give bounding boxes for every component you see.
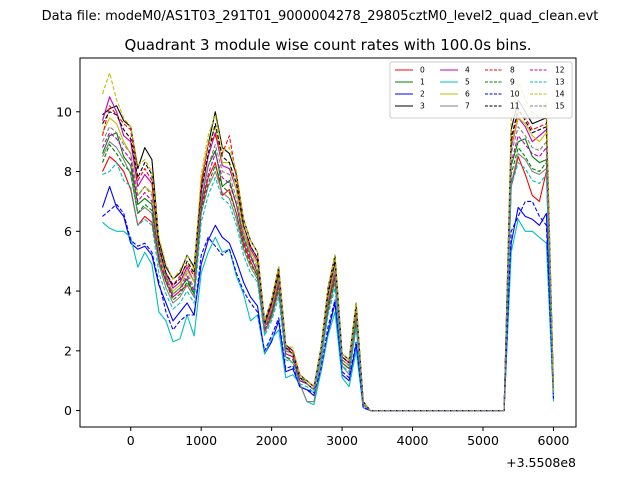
x-tick-label: 6000: [538, 433, 570, 448]
y-tick-label: 0: [64, 403, 72, 418]
y-tick-label: 10: [56, 104, 72, 119]
legend-label-9: 9: [510, 78, 515, 87]
series-line-14: [101, 72, 555, 412]
x-tick-label: 3000: [326, 433, 358, 448]
series-line-12: [102, 132, 555, 412]
x-tick-label: 1000: [185, 433, 217, 448]
legend-label-11: 11: [510, 102, 520, 111]
series-line-7: [102, 141, 555, 412]
legend-label-8: 8: [510, 66, 515, 75]
x-offset-label: +3.5508e8: [506, 455, 576, 470]
legend-label-4: 4: [465, 66, 470, 75]
x-tick-label: 5000: [467, 433, 499, 448]
legend-label-12: 12: [555, 66, 565, 75]
series-line-4: [101, 96, 555, 412]
x-tick-label: 4000: [397, 433, 429, 448]
x-tick-label: 2000: [256, 433, 288, 448]
legend-label-5: 5: [465, 78, 470, 87]
series-line-11: [102, 108, 555, 412]
series-line-8: [101, 105, 555, 412]
y-tick-label: 8: [64, 164, 72, 179]
legend-label-14: 14: [555, 90, 565, 99]
legend-label-13: 13: [555, 78, 565, 87]
series-line-15: [102, 126, 555, 412]
series-layer: [101, 72, 555, 412]
plot-frame: [79, 57, 577, 428]
legend-label-7: 7: [465, 102, 470, 111]
series-line-9: [101, 144, 555, 412]
axis-layer: 0 1000 2000 3000 4000 5000 6000 0 2 4 6 8 10: [56, 104, 569, 448]
y-tick-label: 6: [64, 224, 72, 239]
legend-label-3: 3: [420, 102, 425, 111]
legend-label-2: 2: [420, 90, 425, 99]
y-tick-label: 4: [64, 284, 72, 299]
series-line-6: [102, 117, 555, 412]
x-tick-label: 0: [127, 433, 135, 448]
legend-label-6: 6: [465, 90, 470, 99]
legend-label-10: 10: [510, 90, 520, 99]
chart-suptitle: Data file: modeM0/AS1T03_291T01_90000042…: [42, 9, 599, 24]
series-line-0: [102, 156, 555, 412]
legend-label-15: 15: [555, 102, 565, 111]
chart-title: Quadrant 3 module wise count rates with …: [124, 36, 531, 54]
legend-label-1: 1: [420, 78, 425, 87]
legend-box: [389, 61, 573, 119]
y-tick-label: 2: [64, 343, 72, 358]
series-line-1: [101, 132, 555, 412]
series-line-3: [102, 99, 555, 412]
legend-label-0: 0: [420, 66, 425, 75]
series-line-10: [102, 200, 555, 412]
